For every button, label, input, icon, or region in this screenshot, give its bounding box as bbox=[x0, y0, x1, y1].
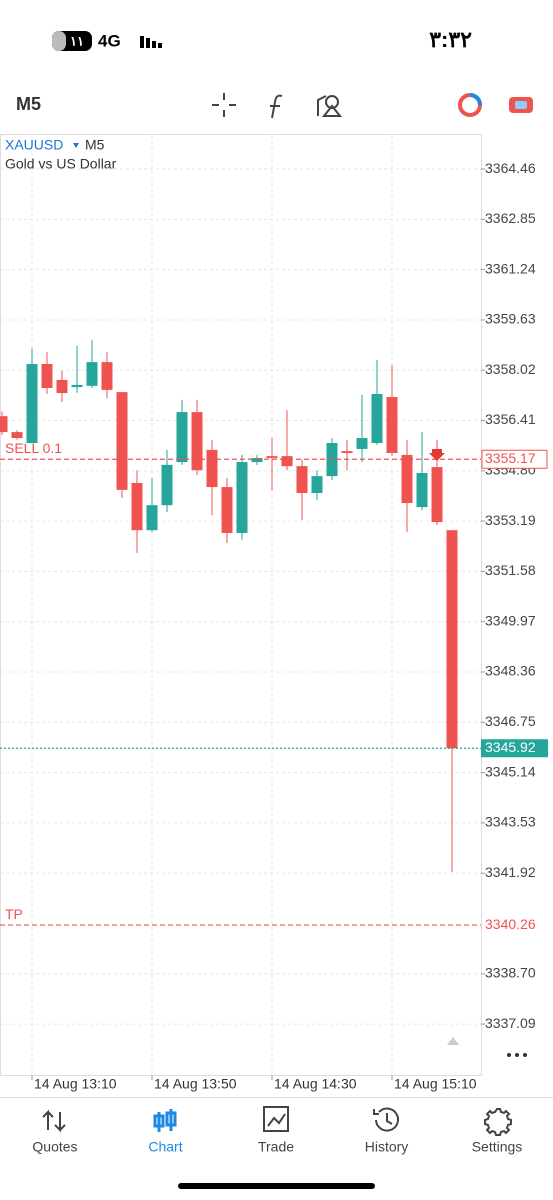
crosshair-button[interactable] bbox=[212, 93, 236, 117]
symbol[interactable]: XAUUSD bbox=[5, 137, 63, 153]
clock: ۳:۳۲ bbox=[429, 27, 472, 52]
y-tick-label: 3341.92 bbox=[485, 864, 536, 880]
candle-body bbox=[11, 432, 23, 439]
candle-body bbox=[101, 362, 113, 390]
candle-body bbox=[401, 454, 413, 504]
candle-body bbox=[86, 362, 98, 386]
home-indicator bbox=[178, 1183, 375, 1189]
candle-body bbox=[356, 438, 368, 449]
candle-body bbox=[56, 379, 68, 394]
candle-body bbox=[116, 392, 128, 490]
tab-icon bbox=[373, 1107, 399, 1132]
y-tick-label: 3343.53 bbox=[485, 814, 536, 830]
price-level-label: SELL 0.1 bbox=[5, 440, 62, 456]
candle-body bbox=[176, 412, 188, 463]
y-tick-label: 3345.14 bbox=[485, 763, 536, 779]
y-tick-label: 3338.70 bbox=[485, 964, 536, 980]
network: 4G bbox=[98, 31, 121, 50]
tab-label[interactable]: Settings bbox=[472, 1139, 523, 1155]
candle-body bbox=[0, 416, 8, 433]
x-tick-label: 14 Aug 13:50 bbox=[154, 1076, 237, 1092]
tab-icon bbox=[484, 1108, 512, 1136]
candle-body bbox=[416, 473, 428, 508]
one-click-trading-button[interactable] bbox=[458, 93, 482, 117]
y-tick-label: 3346.75 bbox=[485, 713, 536, 729]
objects-button[interactable] bbox=[317, 95, 343, 117]
y-tick-label: 3359.63 bbox=[485, 311, 536, 327]
y-tick-label: 3351.58 bbox=[485, 562, 536, 578]
tab-bar: Quotes Chart Trade History Settings bbox=[32, 1106, 523, 1155]
indicators-button[interactable] bbox=[270, 94, 283, 119]
more-button[interactable] bbox=[507, 1053, 527, 1057]
candle-body bbox=[446, 530, 458, 749]
candle-body bbox=[386, 397, 398, 454]
candle-body bbox=[41, 363, 53, 389]
x-tick-label: 14 Aug 14:30 bbox=[274, 1076, 357, 1092]
sell-marker bbox=[429, 449, 445, 461]
chart: 3364.46 3362.85 3361.24 3359.63 3358.02 3356.… bbox=[0, 135, 548, 1092]
candle-body bbox=[236, 462, 248, 533]
tab-label[interactable]: Trade bbox=[258, 1139, 294, 1155]
y-tick-label: 3361.24 bbox=[485, 260, 536, 276]
candle-body bbox=[131, 483, 143, 531]
trade-button[interactable] bbox=[509, 97, 533, 113]
y-tick-label: 3353.19 bbox=[485, 512, 536, 528]
y-tick-label: 3364.46 bbox=[485, 160, 536, 176]
candle-body bbox=[371, 393, 383, 444]
battery-empty bbox=[52, 31, 66, 51]
tab-label[interactable]: History bbox=[365, 1139, 409, 1155]
price-tag-label: 3340.26 bbox=[485, 916, 536, 932]
chart-timeframe: M5 bbox=[85, 137, 105, 153]
candle-body bbox=[146, 505, 158, 531]
tab-icon bbox=[153, 1109, 177, 1132]
symbol-dropdown[interactable] bbox=[73, 143, 79, 148]
candle-body bbox=[26, 363, 38, 444]
x-tick-label: 14 Aug 15:10 bbox=[394, 1076, 477, 1092]
candle-body bbox=[341, 451, 353, 454]
candle-body bbox=[281, 456, 293, 467]
timeframe-button[interactable]: M5 bbox=[16, 94, 41, 114]
price-tag bbox=[481, 449, 548, 469]
y-tick-label: 3349.97 bbox=[485, 612, 536, 628]
y-tick-label: 3358.02 bbox=[485, 361, 536, 377]
price-tag-label: 3345.92 bbox=[485, 739, 536, 755]
y-tick-label: 3337.09 bbox=[485, 1015, 536, 1031]
candle-body bbox=[266, 456, 278, 459]
tab-label[interactable]: Quotes bbox=[32, 1139, 77, 1155]
candle-body bbox=[206, 449, 218, 488]
candle-body bbox=[311, 476, 323, 494]
candle-body bbox=[161, 464, 173, 506]
tab-icon bbox=[42, 1109, 66, 1133]
y-tick-label: 3348.36 bbox=[485, 663, 536, 679]
price-tag-label: 3355.17 bbox=[485, 450, 536, 466]
chart-frame bbox=[0, 134, 482, 1076]
candle-body bbox=[431, 467, 443, 523]
price-level-label: TP bbox=[5, 906, 23, 922]
candle-body bbox=[221, 487, 233, 533]
y-tick-label: 3362.85 bbox=[485, 210, 536, 226]
candle-body bbox=[296, 466, 308, 494]
candle-body bbox=[251, 458, 263, 463]
candle-body bbox=[71, 384, 83, 388]
x-tick-label: 14 Aug 13:10 bbox=[34, 1076, 117, 1092]
battery-level: ۱۱ bbox=[70, 33, 84, 48]
tab-icon bbox=[263, 1106, 289, 1132]
signal bbox=[140, 36, 162, 48]
price-tag bbox=[481, 739, 548, 758]
symbol-description: Gold vs US Dollar bbox=[5, 156, 117, 172]
tab-label[interactable]: Chart bbox=[148, 1139, 182, 1155]
scroll-marker bbox=[447, 1037, 459, 1045]
candle-body bbox=[191, 412, 203, 471]
y-tick-label: 3356.41 bbox=[485, 411, 536, 427]
